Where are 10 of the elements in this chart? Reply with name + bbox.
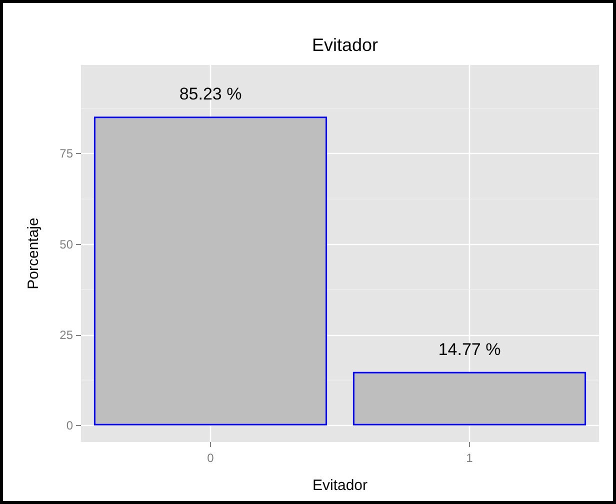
x-tick-label: 1 — [466, 451, 474, 465]
y-tick-label: 75 — [60, 146, 74, 161]
y-tick-label: 25 — [60, 328, 74, 342]
data-label: 14.77 % — [438, 340, 501, 359]
y-tick-label: 50 — [60, 237, 74, 252]
x-axis-title: Evitador — [312, 477, 368, 494]
y-axis-title: Porcentaje — [25, 218, 42, 290]
data-label: 85.23 % — [179, 84, 242, 104]
chart-title: Evitador — [312, 35, 378, 55]
y-tick-label: 0 — [66, 418, 74, 432]
